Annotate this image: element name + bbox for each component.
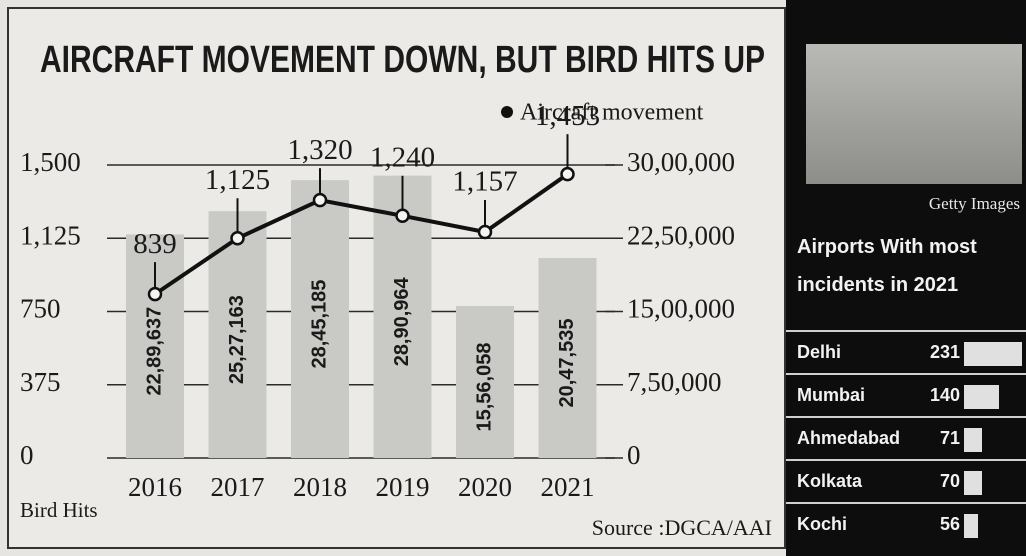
- x-tick-label: 2019: [376, 472, 430, 502]
- chart: AIRCRAFT MOVEMENT DOWN, BUT BIRD HITS UP…: [0, 0, 786, 556]
- chart-title: AIRCRAFT MOVEMENT DOWN, BUT BIRD HITS UP: [40, 39, 765, 81]
- bar: [964, 514, 978, 538]
- bar-value-label: 25,27,163: [226, 295, 248, 384]
- row-label: Ahmedabad: [797, 428, 900, 449]
- bar-value-label: 15,56,058: [473, 343, 495, 432]
- x-tick-label: 2016: [128, 472, 182, 502]
- row-label: Delhi: [797, 342, 841, 363]
- bar: [964, 471, 982, 495]
- table-row: Delhi 231: [786, 330, 1026, 375]
- legend-marker: [501, 106, 513, 118]
- table-row: Kolkata 70: [786, 459, 1026, 504]
- row-value: 70: [940, 471, 960, 492]
- row-value: 231: [930, 342, 960, 363]
- bar: [964, 342, 1022, 366]
- y2-tick-label: 22,50,000: [627, 220, 735, 250]
- page: {"chart_data": [ {"type": "bar-line", "t…: [0, 0, 1026, 556]
- table-row: Mumbai 140: [786, 373, 1026, 418]
- x-tick-label: 2017: [211, 472, 265, 502]
- x-tick-label: 2021: [541, 472, 595, 502]
- y-tick-label: 375: [20, 367, 61, 397]
- bar-value-label: 28,90,964: [391, 276, 413, 366]
- table-row: Kochi 56: [786, 502, 1026, 547]
- point: [149, 288, 161, 300]
- y2-tick-label: 30,00,000: [627, 147, 735, 177]
- point-value-label: 839: [133, 228, 177, 260]
- point: [232, 232, 244, 244]
- x-tick-label: 2018: [293, 472, 347, 502]
- y-tick-label: 1,125: [20, 220, 81, 250]
- point: [397, 210, 409, 222]
- y-tick-label: 750: [20, 294, 61, 324]
- row-value: 140: [930, 385, 960, 406]
- point-value-label: 1,240: [370, 141, 435, 173]
- bar-value-label: 28,45,185: [308, 280, 330, 369]
- y-tick-label: 0: [20, 440, 34, 470]
- point-value-label: 1,125: [205, 164, 270, 196]
- photo: [806, 44, 1022, 184]
- bar-value-label: 22,89,637: [143, 307, 165, 396]
- panel-title: Airports With most incidents in 2021: [797, 228, 1025, 304]
- x-tick-label: 2020: [458, 472, 512, 502]
- point: [479, 226, 491, 238]
- y2-tick-label: 7,50,000: [627, 367, 722, 397]
- point: [562, 168, 574, 180]
- y-axis-label: Bird Hits: [20, 498, 98, 522]
- y2-tick-label: 0: [627, 440, 641, 470]
- row-value: 71: [940, 428, 960, 449]
- point-value-label: 1,320: [287, 134, 352, 166]
- point-value-label: 1,157: [452, 166, 517, 198]
- bar-value-label: 20,47,535: [556, 319, 578, 408]
- row-label: Mumbai: [797, 385, 865, 406]
- y-tick-label: 1,500: [20, 147, 81, 177]
- bar: [964, 385, 999, 409]
- point-value-label: 1,453: [535, 100, 600, 132]
- point: [314, 194, 326, 206]
- table-row: Ahmedabad 71: [786, 416, 1026, 461]
- bar: [964, 428, 982, 452]
- source: Source :DGCA/AAI: [592, 515, 772, 540]
- row-value: 56: [940, 514, 960, 535]
- photo-credit: Getty Images: [929, 194, 1020, 214]
- y2-tick-label: 15,00,000: [627, 294, 735, 324]
- row-label: Kolkata: [797, 471, 862, 492]
- side-panel: Getty Images Airports With most incident…: [786, 0, 1026, 556]
- row-label: Kochi: [797, 514, 847, 535]
